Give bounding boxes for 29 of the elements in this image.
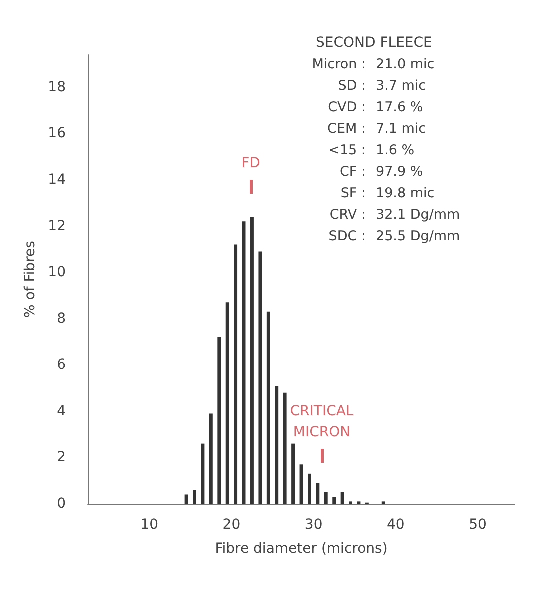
- x-axis-title: Fibre diameter (microns): [215, 541, 388, 557]
- annotation: CRITICAL MICRON: [290, 404, 354, 440]
- y-tick-label: 10: [48, 264, 66, 281]
- annotation: Micron : 21.0 mic: [312, 56, 435, 72]
- x-tick-label: 20: [222, 517, 241, 533]
- x-tick-label: 30: [304, 517, 323, 533]
- y-tick-label: 16: [48, 126, 66, 142]
- y-tick-label: 0: [57, 496, 66, 512]
- annotation: CF : 97.9 %: [340, 164, 424, 180]
- y-tick-label: 4: [57, 403, 66, 420]
- x-tick-label: 40: [387, 517, 405, 533]
- y-tick-label: 12: [48, 218, 66, 234]
- annotation: FD: [242, 156, 260, 172]
- chart-title: SECOND FLEECE: [316, 35, 432, 51]
- annotation: SF : 19.8 mic: [340, 186, 435, 202]
- y-tick-label: 8: [57, 310, 66, 327]
- annotation: CEM : 7.1 mic: [328, 121, 426, 137]
- x-tick-label: 50: [469, 517, 487, 533]
- annotation: CRV : 32.1 Dg/mm: [330, 207, 460, 223]
- y-tick-label: 6: [57, 357, 66, 374]
- annotation: CVD : 17.6 %: [328, 100, 424, 116]
- annotation: <15 : 1.6 %: [328, 142, 415, 158]
- y-tick-label: 14: [48, 172, 66, 188]
- annotation: SD : 3.7 mic: [338, 78, 426, 94]
- y-tick-label: 18: [48, 79, 66, 96]
- annotation: SDC : 25.5 Dg/mm: [328, 228, 460, 244]
- y-tick-label: 2: [57, 450, 66, 466]
- x-tick-label: 10: [140, 517, 158, 533]
- y-axis-title: % of Fibres: [22, 241, 38, 318]
